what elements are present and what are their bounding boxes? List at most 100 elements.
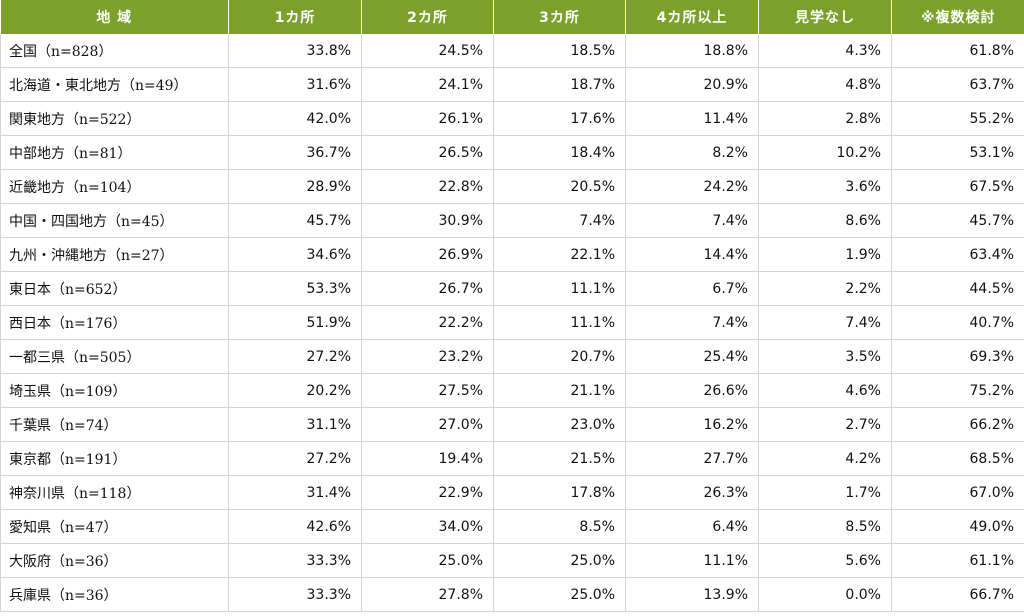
percentage-cell: 6.4% — [625, 509, 759, 544]
percentage-cell: 8.5% — [493, 509, 626, 544]
percentage-cell: 7.4% — [625, 203, 759, 238]
percentage-cell: 11.1% — [625, 543, 759, 578]
percentage-cell: 18.8% — [625, 34, 759, 68]
percentage-cell: 31.6% — [228, 67, 362, 102]
percentage-cell: 21.1% — [493, 373, 626, 408]
percentage-cell: 69.3% — [891, 339, 1024, 374]
percentage-cell: 27.2% — [228, 441, 362, 476]
percentage-cell: 34.6% — [228, 237, 362, 272]
percentage-cell: 13.9% — [625, 577, 759, 612]
region-cell: 全国（n=828） — [0, 34, 229, 68]
percentage-cell: 19.4% — [361, 441, 494, 476]
percentage-cell: 14.4% — [625, 237, 759, 272]
header-four-plus-places: 4カ所以上 — [625, 0, 759, 34]
region-cell: 中部地方（n=81） — [0, 135, 229, 170]
header-two-places: 2カ所 — [361, 0, 494, 34]
percentage-cell: 66.7% — [891, 577, 1024, 612]
region-cell: 千葉県（n=74） — [0, 407, 229, 442]
percentage-cell: 33.8% — [228, 34, 362, 68]
region-cell: 大阪府（n=36） — [0, 543, 229, 578]
percentage-cell: 67.0% — [891, 475, 1024, 510]
percentage-cell: 4.6% — [758, 373, 892, 408]
percentage-cell: 22.8% — [361, 169, 494, 204]
table-row: 兵庫県（n=36） 33.3% 27.8% 25.0% 13.9% 0.0% 66.7% — [0, 577, 1024, 612]
region-cell: 神奈川県（n=118） — [0, 475, 229, 510]
percentage-cell: 31.4% — [228, 475, 362, 510]
table-row: 九州・沖縄地方（n=27） 34.6% 26.9% 22.1% 14.4% 1.9% 63.… — [0, 237, 1024, 272]
region-cell: 西日本（n=176） — [0, 305, 229, 340]
table-row: 神奈川県（n=118） 31.4% 22.9% 17.8% 26.3% 1.7% 67.0% — [0, 475, 1024, 510]
percentage-cell: 33.3% — [228, 577, 362, 612]
header-multiple-considered: ※複数検討 — [891, 0, 1024, 34]
table-row: 東京都（n=191） 27.2% 19.4% 21.5% 27.7% 4.2% 68.5% — [0, 441, 1024, 476]
percentage-cell: 22.1% — [493, 237, 626, 272]
percentage-cell: 3.6% — [758, 169, 892, 204]
table-row: 東日本（n=652） 53.3% 26.7% 11.1% 6.7% 2.2% 44.5% — [0, 271, 1024, 306]
percentage-cell: 17.8% — [493, 475, 626, 510]
percentage-cell: 24.5% — [361, 34, 494, 68]
percentage-cell: 22.9% — [361, 475, 494, 510]
percentage-cell: 18.4% — [493, 135, 626, 170]
percentage-cell: 18.5% — [493, 34, 626, 68]
percentage-cell: 5.6% — [758, 543, 892, 578]
percentage-cell: 11.4% — [625, 101, 759, 136]
percentage-cell: 44.5% — [891, 271, 1024, 306]
percentage-cell: 45.7% — [228, 203, 362, 238]
header-three-places: 3カ所 — [493, 0, 626, 34]
percentage-cell: 8.2% — [625, 135, 759, 170]
percentage-cell: 3.5% — [758, 339, 892, 374]
percentage-cell: 2.7% — [758, 407, 892, 442]
table-row: 愛知県（n=47） 42.6% 34.0% 8.5% 6.4% 8.5% 49.0% — [0, 509, 1024, 544]
table-row: 全国（n=828） 33.8% 24.5% 18.5% 18.8% 4.3% 61.8% — [0, 34, 1024, 68]
region-cell: 九州・沖縄地方（n=27） — [0, 237, 229, 272]
percentage-cell: 26.5% — [361, 135, 494, 170]
percentage-cell: 42.6% — [228, 509, 362, 544]
region-cell: 東京都（n=191） — [0, 441, 229, 476]
percentage-cell: 17.6% — [493, 101, 626, 136]
percentage-cell: 67.5% — [891, 169, 1024, 204]
percentage-cell: 4.8% — [758, 67, 892, 102]
percentage-cell: 55.2% — [891, 101, 1024, 136]
table-row: 大阪府（n=36） 33.3% 25.0% 25.0% 11.1% 5.6% 61.1% — [0, 543, 1024, 578]
table-header-row: 地 域 1カ所 2カ所 3カ所 4カ所以上 見学なし ※複数検討 — [0, 0, 1024, 34]
region-cell: 関東地方（n=522） — [0, 101, 229, 136]
table-row: 中部地方（n=81） 36.7% 26.5% 18.4% 8.2% 10.2% 53.1% — [0, 135, 1024, 170]
percentage-cell: 23.2% — [361, 339, 494, 374]
header-region: 地 域 — [0, 0, 229, 34]
percentage-cell: 11.1% — [493, 305, 626, 340]
percentage-cell: 4.3% — [758, 34, 892, 68]
percentage-cell: 45.7% — [891, 203, 1024, 238]
percentage-cell: 25.0% — [361, 543, 494, 578]
percentage-cell: 27.8% — [361, 577, 494, 612]
percentage-cell: 21.5% — [493, 441, 626, 476]
percentage-cell: 7.4% — [758, 305, 892, 340]
percentage-cell: 20.2% — [228, 373, 362, 408]
percentage-cell: 2.2% — [758, 271, 892, 306]
percentage-cell: 28.9% — [228, 169, 362, 204]
percentage-cell: 0.0% — [758, 577, 892, 612]
percentage-cell: 33.3% — [228, 543, 362, 578]
percentage-cell: 25.4% — [625, 339, 759, 374]
percentage-cell: 26.1% — [361, 101, 494, 136]
percentage-cell: 1.7% — [758, 475, 892, 510]
region-cell: 北海道・東北地方（n=49） — [0, 67, 229, 102]
percentage-cell: 49.0% — [891, 509, 1024, 544]
percentage-cell: 20.5% — [493, 169, 626, 204]
percentage-cell: 61.8% — [891, 34, 1024, 68]
header-no-visit: 見学なし — [758, 0, 892, 34]
table-row: 一都三県（n=505） 27.2% 23.2% 20.7% 25.4% 3.5% 69.3% — [0, 339, 1024, 374]
region-cell: 中国・四国地方（n=45） — [0, 203, 229, 238]
table-row: 関東地方（n=522） 42.0% 26.1% 17.6% 11.4% 2.8% 55.2% — [0, 101, 1024, 136]
percentage-cell: 1.9% — [758, 237, 892, 272]
percentage-cell: 68.5% — [891, 441, 1024, 476]
percentage-cell: 7.4% — [625, 305, 759, 340]
percentage-cell: 25.0% — [493, 543, 626, 578]
percentage-cell: 16.2% — [625, 407, 759, 442]
percentage-cell: 6.7% — [625, 271, 759, 306]
table-row: 埼玉県（n=109） 20.2% 27.5% 21.1% 26.6% 4.6% 75.2% — [0, 373, 1024, 408]
table-row: 近畿地方（n=104） 28.9% 22.8% 20.5% 24.2% 3.6% 67.5% — [0, 169, 1024, 204]
percentage-cell: 10.2% — [758, 135, 892, 170]
region-cell: 近畿地方（n=104） — [0, 169, 229, 204]
region-cell: 一都三県（n=505） — [0, 339, 229, 374]
